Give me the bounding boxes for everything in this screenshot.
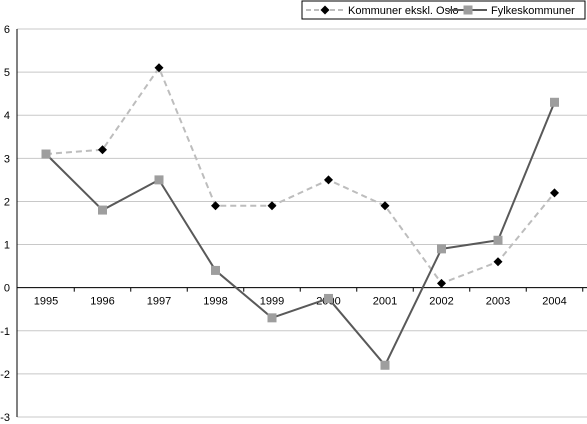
legend: Kommuner ekskl. Oslo Fylkeskommuner	[301, 0, 586, 20]
data-point-diamond	[98, 145, 107, 155]
data-point-diamond	[267, 201, 277, 211]
data-point-diamond	[437, 278, 446, 288]
data-point-diamond	[154, 63, 164, 73]
y-tick-label: 2	[4, 196, 10, 208]
y-tick-label: 3	[4, 153, 10, 165]
series-line-0	[45, 66, 556, 285]
x-tick-label: 1995	[34, 296, 58, 308]
y-tick-label: -3	[0, 412, 10, 424]
y-tick-label: 5	[4, 67, 10, 79]
axes: -3-2-10123456199519961997199819992000200…	[0, 24, 587, 424]
y-tick-label: 6	[4, 24, 10, 36]
data-point-square	[437, 244, 446, 254]
data-point-diamond	[211, 201, 220, 211]
series-line-1	[45, 101, 556, 367]
data-point-square	[550, 97, 559, 107]
data-point-square	[493, 235, 503, 245]
y-tick-label: -1	[0, 326, 10, 338]
x-tick-label: 2004	[542, 296, 566, 308]
data-point-square	[380, 360, 390, 370]
legend-label-kommuner: Kommuner ekskl. Oslo	[348, 5, 459, 17]
y-tick-label: 4	[4, 110, 10, 122]
data-point-square	[98, 205, 107, 215]
legend-box	[301, 0, 586, 20]
data-point-square	[211, 265, 220, 275]
legend-label-fylkeskommuner: Fylkeskommuner	[491, 5, 575, 17]
data-point-diamond	[550, 188, 559, 198]
x-tick-label: 1998	[203, 296, 227, 308]
x-tick-label: 1997	[147, 296, 171, 308]
data-point-square	[324, 293, 333, 303]
x-tick-label: 1999	[260, 296, 284, 308]
legend-swatch-diamond-icon	[320, 5, 330, 15]
x-tick-label: 2002	[429, 296, 453, 308]
y-tick-label: 1	[4, 240, 10, 252]
data-point-square	[154, 175, 164, 185]
x-tick-label: 1996	[90, 296, 114, 308]
y-tick-label: -2	[0, 369, 10, 381]
x-tick-label: 2001	[373, 296, 397, 308]
gridlines	[17, 28, 587, 418]
data-point-diamond	[324, 175, 333, 185]
data-point-diamond	[380, 201, 390, 211]
data-point-square	[41, 149, 51, 159]
y-tick-label: 0	[4, 283, 10, 295]
series-group	[41, 63, 559, 370]
legend-swatch-square-icon	[463, 5, 473, 15]
x-tick-label: 2003	[486, 296, 510, 308]
data-point-square	[267, 313, 277, 323]
data-point-diamond	[493, 257, 503, 267]
